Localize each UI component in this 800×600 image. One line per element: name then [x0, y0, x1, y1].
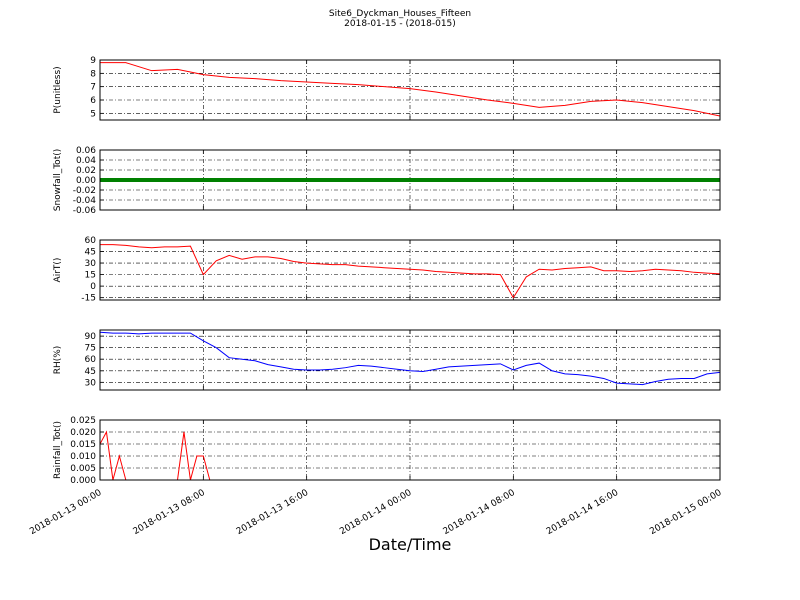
y-tick-label: -0.06: [73, 206, 97, 216]
y-tick-label: 90: [85, 332, 97, 342]
y-tick-label: 60: [85, 355, 97, 365]
y-tick-label: 0.00: [76, 176, 96, 186]
y-tick-label: 0.010: [70, 452, 96, 462]
data-line: [100, 62, 720, 117]
y-tick-label: 8: [90, 69, 96, 79]
y-axis-label: AirT(): [53, 258, 63, 283]
y-tick-label: 0.005: [70, 464, 96, 474]
data-line: [100, 244, 720, 299]
y-tick-label: 0.000: [70, 476, 96, 486]
y-axis-label: Rainfall_Tot(): [53, 421, 63, 479]
x-tick-label: 2018-01-14 16:00: [545, 488, 620, 537]
y-tick-label: 0.020: [70, 428, 96, 438]
chart-subtitle: 2018-01-15 - (2018-015): [344, 19, 456, 29]
y-tick-label: -15: [81, 294, 96, 304]
x-tick-label: 2018-01-13 00:00: [28, 488, 103, 537]
y-tick-label: 15: [85, 271, 96, 281]
y-tick-label: 0.02: [76, 166, 96, 176]
y-tick-label: 30: [85, 378, 97, 388]
y-axis-label: Snowfall_Tot(): [53, 149, 63, 212]
y-tick-label: 30: [85, 259, 97, 269]
y-axis-label: P(unitless): [53, 66, 63, 113]
axes-frame: [99, 419, 721, 481]
x-tick-label: 2018-01-13 08:00: [132, 488, 207, 537]
y-tick-label: -0.02: [73, 186, 96, 196]
data-line: [100, 430, 720, 480]
axes-frame: [99, 329, 721, 391]
axes-frame: [99, 149, 721, 211]
axes-frame: [99, 239, 721, 301]
chart-title: Site6_Dyckman_Houses_Fifteen: [329, 9, 471, 19]
x-tick-label: 2018-01-14 00:00: [338, 488, 413, 537]
y-tick-label: 7: [90, 83, 96, 93]
y-tick-label: 0.015: [70, 440, 96, 450]
x-tick-label: 2018-01-15 00:00: [648, 488, 723, 537]
y-tick-label: 0.025: [70, 416, 96, 426]
y-tick-label: 0.04: [76, 156, 96, 166]
data-line: [100, 331, 720, 386]
y-tick-label: 60: [85, 236, 97, 246]
y-axis-label: RH(%): [53, 346, 63, 375]
y-tick-label: 5: [90, 109, 96, 119]
y-tick-label: 45: [85, 367, 96, 377]
y-tick-label: 75: [85, 344, 96, 354]
x-axis-label: Date/Time: [369, 535, 452, 554]
y-tick-label: -0.04: [73, 196, 97, 206]
y-tick-label: 45: [85, 248, 96, 258]
y-tick-label: 0.06: [76, 146, 96, 156]
axes-frame: [99, 59, 721, 121]
x-tick-label: 2018-01-13 16:00: [235, 488, 310, 537]
y-tick-label: 0: [90, 282, 96, 292]
x-tick-label: 2018-01-14 08:00: [442, 488, 517, 537]
y-tick-label: 6: [90, 96, 96, 106]
y-tick-label: 9: [90, 56, 96, 66]
